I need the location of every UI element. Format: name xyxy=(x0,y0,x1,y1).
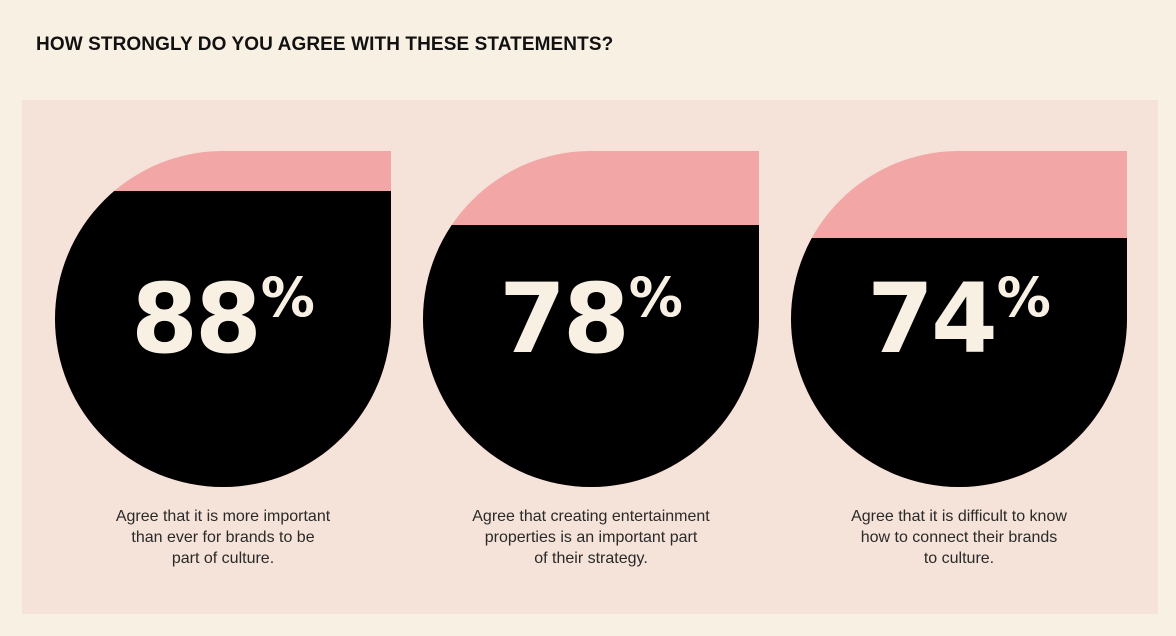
page-title: HOW STRONGLY DO YOU AGREE WITH THESE STA… xyxy=(36,34,614,55)
stats-panel: 88% Agree that it is more important than… xyxy=(22,100,1158,614)
stat-gauge-1: 88% xyxy=(55,151,391,487)
stat-gauge-2: 78% xyxy=(423,151,759,487)
stat-gauge-3: 74% xyxy=(791,151,1127,487)
gauge-fill-bar xyxy=(55,191,391,487)
stat-value-label: 74% xyxy=(791,271,1127,368)
percent-sign: % xyxy=(260,266,315,329)
percent-sign: % xyxy=(996,266,1051,329)
stat-value-number: 78 xyxy=(499,263,630,375)
gauge-fill-bar xyxy=(791,238,1127,487)
stat-value-label: 88% xyxy=(55,271,391,368)
percent-sign: % xyxy=(628,266,683,329)
stat-caption: Agree that it is more important than eve… xyxy=(115,508,331,567)
stat-value-number: 74 xyxy=(867,263,998,375)
gauge-fill-bar xyxy=(423,224,759,487)
stat-caption: Agree that it is difficult to know how t… xyxy=(851,508,1067,567)
stat-value-number: 88 xyxy=(131,263,262,375)
stat-value-label: 78% xyxy=(423,271,759,368)
stat-caption: Agree that creating entertainment proper… xyxy=(472,508,710,567)
